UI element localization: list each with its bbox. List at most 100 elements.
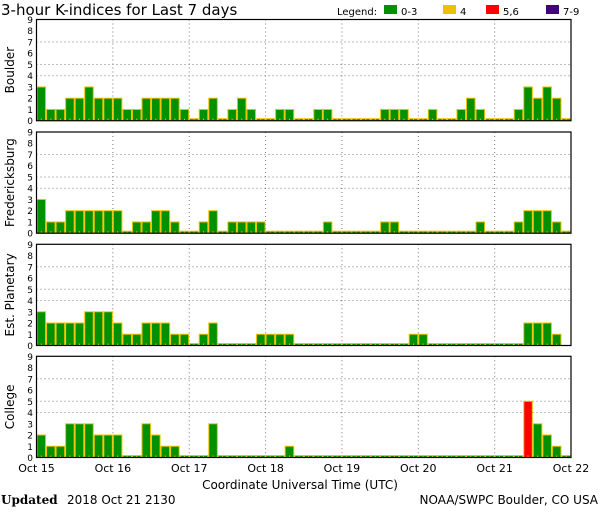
k-index-bar — [46, 322, 56, 346]
k-index-bar — [542, 434, 552, 458]
k-index-bar — [36, 311, 47, 346]
y-axis-label: Fredericksburg — [3, 138, 17, 227]
y-tick-label: 4 — [27, 297, 33, 307]
k-index-bar — [208, 97, 218, 122]
legend-entry-label: 5,6 — [503, 7, 519, 18]
y-tick-label: 8 — [27, 27, 33, 37]
y-tick-label: 0 — [27, 230, 33, 240]
k-index-bar — [84, 210, 94, 234]
y-tick-label: 5 — [27, 286, 33, 296]
k-index-bar — [160, 322, 171, 346]
panel-frame — [35, 131, 572, 234]
legend-swatch — [546, 5, 559, 14]
k-index-bar — [103, 311, 113, 346]
k-index-bar — [55, 322, 66, 346]
y-tick-label: 8 — [27, 252, 33, 262]
y-tick-label: 2 — [27, 95, 33, 105]
k-index-bar — [532, 210, 543, 234]
k-index-bar — [208, 322, 218, 346]
k-index-bar — [93, 434, 104, 458]
x-tick-label: Oct 15 — [18, 462, 55, 475]
k-index-bar — [36, 198, 47, 234]
panels: 0123456789Boulder0123456789Fredericksbur… — [3, 16, 572, 464]
legend-label: Legend: — [337, 7, 377, 18]
y-tick-label: 3 — [27, 196, 33, 206]
y-tick-label: 8 — [27, 364, 33, 374]
k-index-bar — [523, 322, 533, 346]
k-index-bar — [170, 97, 180, 122]
k-index-bar — [236, 97, 247, 122]
y-tick-label: 1 — [27, 443, 33, 453]
y-tick-label: 9 — [27, 129, 33, 139]
y-tick-label: 1 — [27, 106, 33, 116]
y-tick-label: 2 — [27, 207, 33, 217]
legend-entry-label: 7-9 — [563, 7, 579, 18]
legend-entry-label: 0-3 — [401, 7, 417, 18]
k-index-bar — [74, 97, 85, 122]
x-tick-label: Oct 20 — [400, 462, 437, 475]
k-index-bar — [532, 322, 543, 346]
chart-title: 3-hour K-indices for Last 7 days — [1, 1, 237, 19]
y-tick-label: 4 — [27, 185, 33, 195]
x-tick-label: Oct 21 — [476, 462, 513, 475]
y-tick-label: 6 — [27, 387, 33, 397]
k-index-bar — [112, 210, 123, 234]
k-index-bar — [84, 311, 94, 346]
k-index-bar — [466, 97, 476, 122]
y-tick-label: 6 — [27, 50, 33, 60]
k-index-bar — [65, 97, 75, 122]
k-index-bar — [74, 322, 85, 346]
y-tick-label: 1 — [27, 218, 33, 228]
y-tick-label: 9 — [27, 353, 33, 363]
y-tick-label: 6 — [27, 162, 33, 172]
x-axis-label: Coordinate Universal Time (UTC) — [202, 478, 398, 492]
k-index-bar — [65, 322, 75, 346]
k-index-bar — [112, 434, 123, 458]
y-tick-label: 9 — [27, 241, 33, 251]
y-axis-label: Boulder — [3, 47, 17, 94]
y-tick-label: 3 — [27, 83, 33, 93]
y-tick-label: 5 — [27, 173, 33, 183]
y-tick-label: 3 — [27, 308, 33, 318]
k-index-bar — [523, 210, 533, 234]
k-index-bar — [103, 434, 113, 458]
y-tick-label: 1 — [27, 331, 33, 341]
y-axis-label: Est. Planetary — [3, 253, 17, 336]
k-index-bar — [36, 86, 47, 122]
k-index-bar — [542, 322, 552, 346]
k-index-bar — [208, 210, 218, 234]
k-index-bar — [36, 434, 47, 458]
k-index-bar — [523, 86, 533, 122]
k-index-bar — [151, 97, 161, 122]
y-tick-label: 7 — [27, 151, 33, 161]
k-index-bar — [93, 97, 104, 122]
k-index-bar — [93, 210, 104, 234]
y-tick-label: 7 — [27, 375, 33, 385]
k-index-bar — [112, 322, 123, 346]
k-index-bar — [74, 423, 85, 458]
x-axis-ticks: Oct 15 Oct 16 Oct 17 Oct 18 Oct 19 Oct 20 Oct … — [18, 462, 589, 475]
k-index-bar — [532, 97, 543, 122]
x-tick-label: Oct 19 — [324, 462, 361, 475]
k-index-bar — [65, 210, 75, 234]
panel-frame — [35, 243, 572, 347]
y-tick-label: 9 — [27, 16, 33, 26]
k-index-bar — [112, 97, 123, 122]
y-tick-label: 5 — [27, 61, 33, 71]
y-tick-label: 0 — [27, 117, 33, 127]
y-tick-label: 6 — [27, 275, 33, 285]
y-tick-label: 2 — [27, 320, 33, 330]
k-index-bar — [103, 97, 113, 122]
updated-label: Updated — [1, 493, 58, 507]
updated-value: 2018 Oct 21 2130 — [67, 493, 176, 507]
legend-swatch — [443, 5, 456, 14]
k-index-bar — [84, 423, 94, 458]
y-tick-label: 8 — [27, 140, 33, 150]
k-index-bar — [93, 311, 104, 346]
k-index-bar — [151, 434, 161, 458]
k-index-bar — [151, 210, 161, 234]
